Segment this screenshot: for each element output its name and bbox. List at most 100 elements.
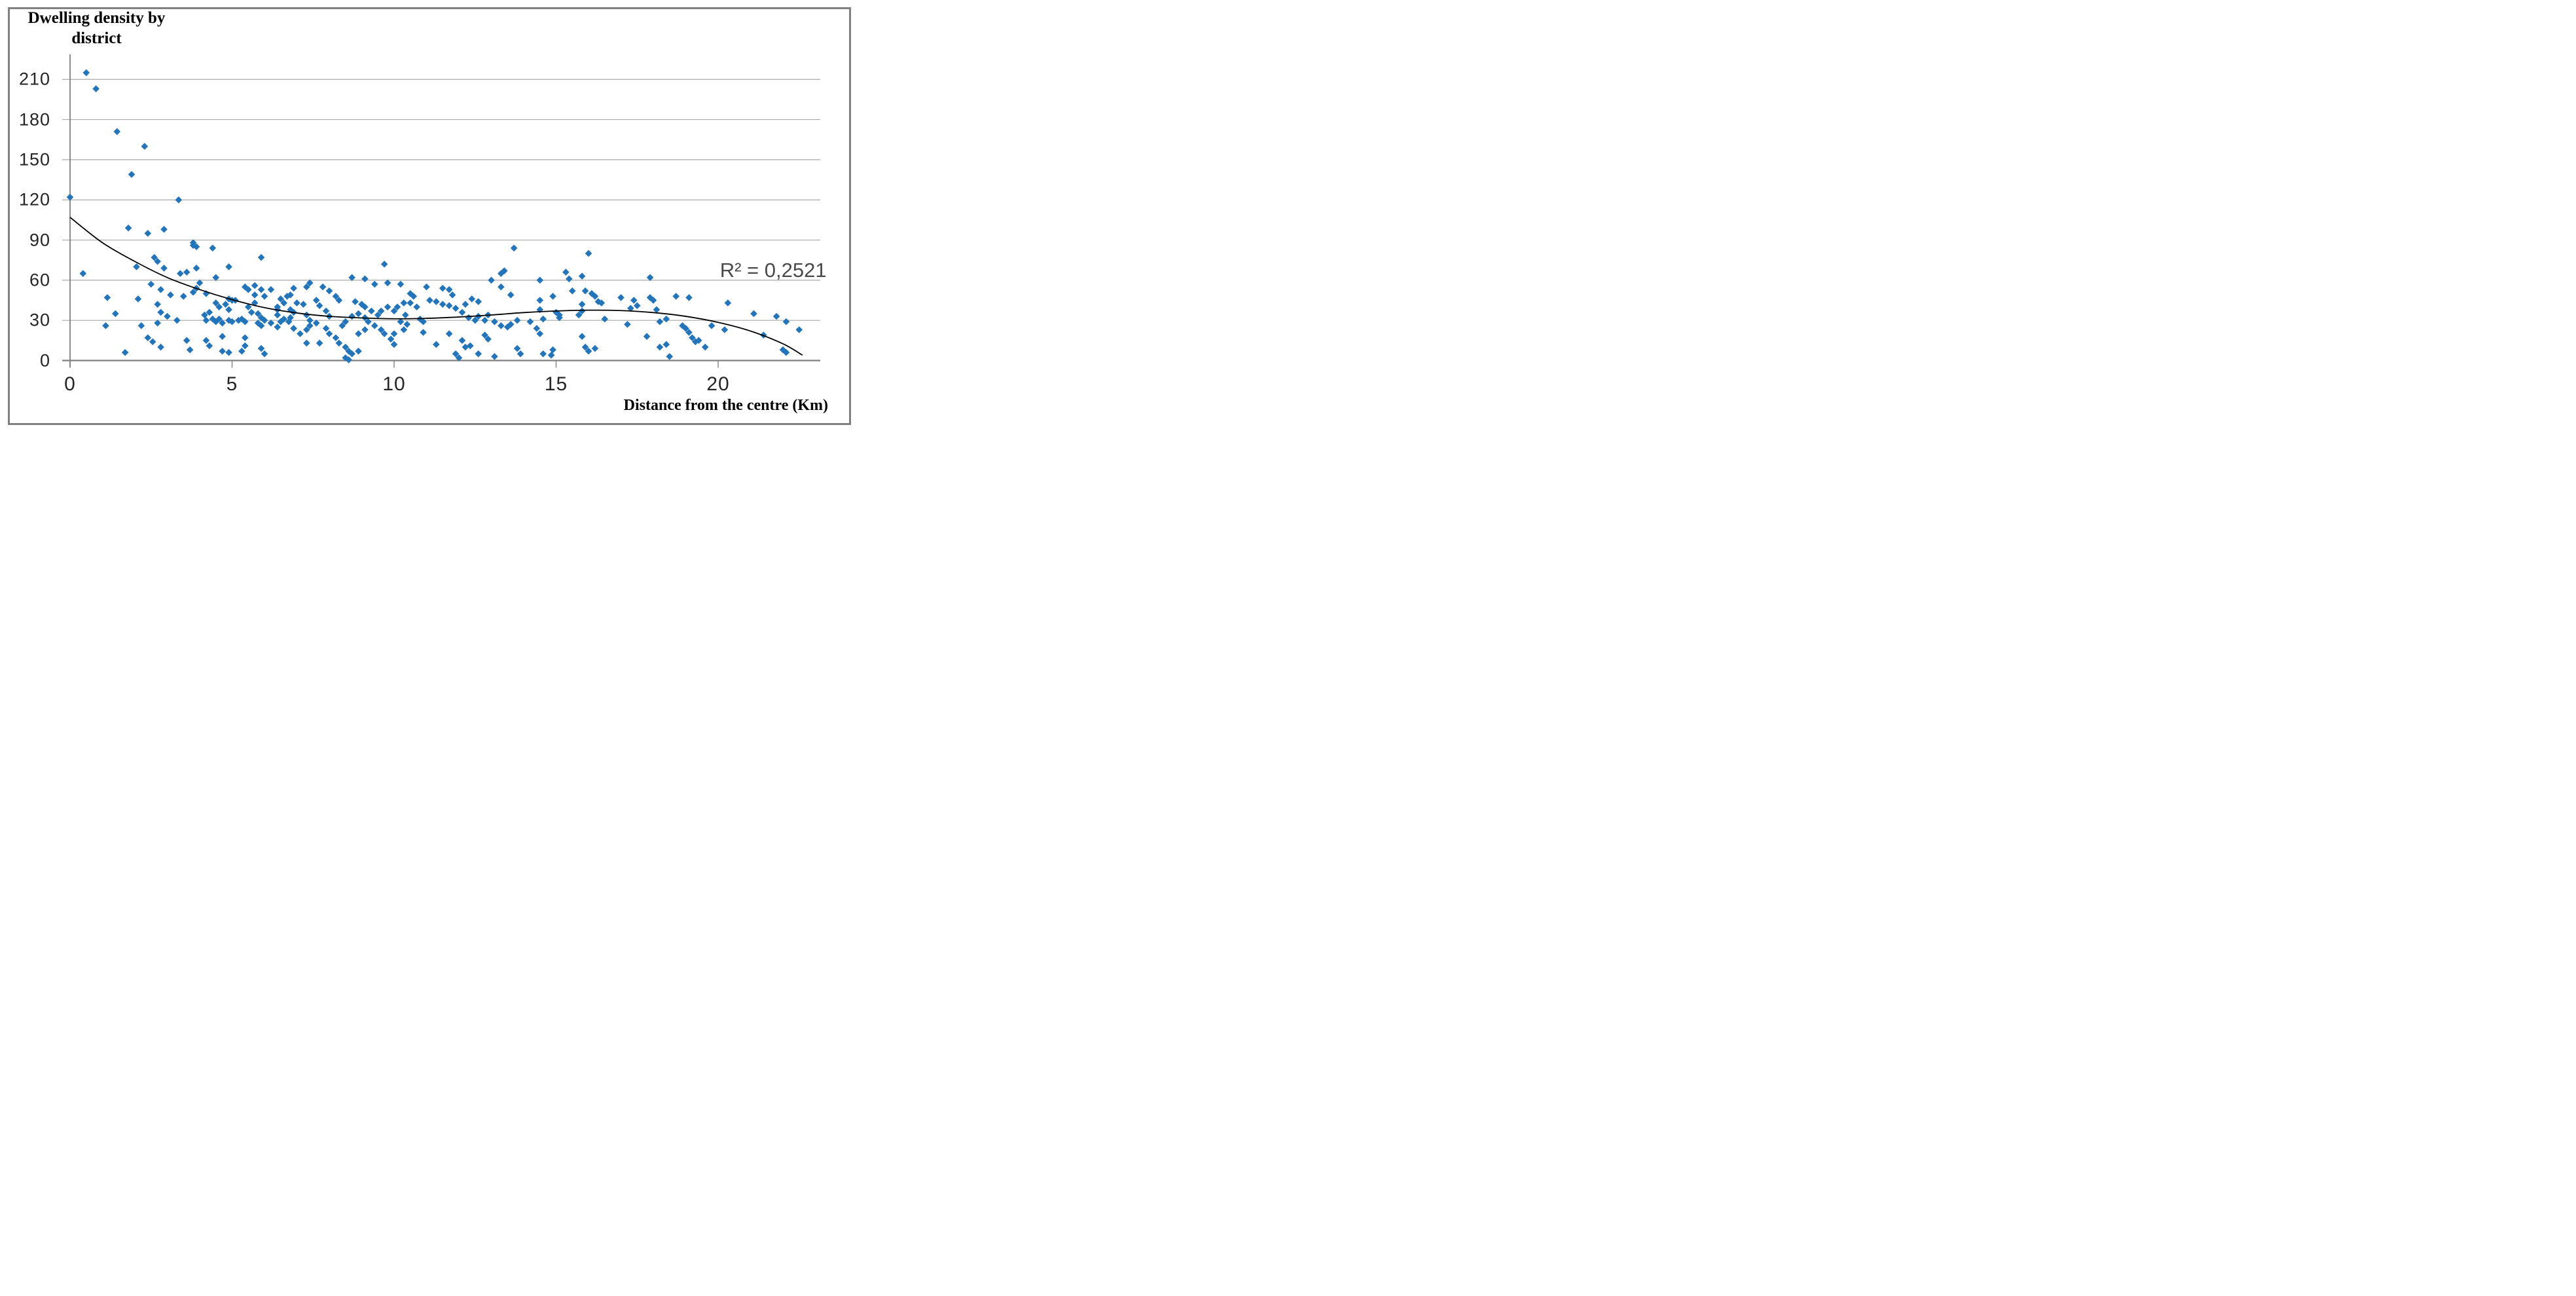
scatter-point (242, 342, 249, 350)
scatter-point (445, 302, 453, 309)
scatter-point (325, 287, 333, 295)
scatter-point (491, 353, 498, 360)
scatter-point (666, 353, 674, 360)
scatter-point (633, 302, 641, 309)
scatter-point (196, 279, 204, 287)
scatter-point (384, 303, 391, 311)
scatter-point (539, 315, 547, 323)
scatter-point (133, 263, 140, 270)
scatter-point (445, 286, 453, 293)
scatter-point (624, 321, 631, 328)
scatter-point (82, 69, 90, 77)
scatter-point (750, 310, 757, 318)
scatter-point (452, 305, 460, 312)
scatter-point (66, 193, 74, 201)
scatter-point (202, 290, 210, 297)
scatter-point (410, 293, 417, 300)
scatter-point (772, 312, 780, 320)
scatter-point (219, 333, 226, 341)
scatter-point (112, 310, 119, 318)
scatter-point (149, 338, 156, 346)
scatter-point (175, 196, 183, 204)
scatter-point (244, 286, 252, 293)
scatter-point (682, 325, 689, 332)
scatter-point (257, 286, 265, 293)
scatter-point (157, 343, 164, 351)
scatter-point (488, 276, 495, 284)
scatter-point (549, 293, 556, 300)
scatter-point (433, 341, 440, 348)
scatter-point (290, 325, 297, 332)
scatter-point (420, 329, 427, 336)
scatter-point (342, 343, 350, 351)
x-tick-label: 10 (382, 373, 406, 395)
scatter-point (481, 316, 488, 324)
scatter-point (257, 314, 265, 322)
scatter-point (274, 303, 281, 311)
scatter-point (795, 326, 803, 333)
scatter-point (147, 280, 155, 288)
scatter-point (113, 128, 121, 136)
scatter-point (345, 356, 352, 363)
scatter-point (423, 283, 430, 291)
scatter-point (192, 265, 200, 272)
r-squared-label: R² = 0,2521 (719, 258, 827, 282)
scatter-point (458, 308, 466, 316)
scatter-point (316, 302, 323, 309)
scatter-point (154, 319, 161, 327)
scatter-point (325, 330, 333, 337)
scatter-point (267, 286, 275, 293)
scatter-point (782, 318, 790, 325)
scatter-point (274, 311, 281, 319)
scatter-point (368, 307, 375, 315)
scatter-point (183, 337, 190, 344)
scatter-point (501, 267, 508, 274)
scatter-point (536, 276, 544, 284)
scatter-point (164, 312, 171, 320)
scatter-point (701, 343, 709, 351)
scatter-point (536, 330, 544, 337)
scatter-point (183, 268, 190, 276)
scatter-point (358, 301, 365, 308)
scatter-point (322, 325, 330, 332)
scatter-point (452, 350, 460, 358)
scatter-point (173, 316, 181, 324)
scatter-point (300, 301, 307, 308)
scatter-point (124, 224, 132, 232)
scatter-point (154, 301, 161, 308)
scatter-point (662, 315, 670, 323)
scatter-point (225, 263, 232, 270)
scatter-point (695, 337, 702, 344)
scatter-point (656, 343, 664, 351)
scatter-point (591, 344, 599, 352)
y-tick-label: 0 (39, 350, 50, 370)
scatter-point (390, 330, 398, 337)
scatter-point (536, 306, 544, 314)
y-tick-label: 180 (18, 109, 50, 130)
scatter-point (79, 270, 87, 277)
scatter-point (484, 335, 492, 343)
scatter-point (448, 291, 456, 299)
scatter-point (219, 347, 226, 355)
scatter-point (627, 305, 634, 312)
scatter-point (225, 306, 232, 314)
scatter-point (433, 298, 440, 305)
scatter-point (566, 275, 573, 283)
scatter-point (316, 339, 323, 347)
plot-area (62, 54, 820, 368)
scatter-point (513, 344, 521, 352)
chart-border-frame (8, 7, 851, 425)
scatter-point (322, 307, 330, 315)
scatter-point (498, 283, 505, 291)
scatter-point (238, 347, 245, 355)
scatter-point (189, 288, 197, 296)
scatter-point (380, 261, 388, 268)
scatter-point (287, 314, 294, 322)
scatter-point (251, 282, 259, 289)
y-tick-label: 30 (29, 310, 50, 330)
scatter-point (426, 297, 433, 304)
scatter-point (413, 303, 420, 311)
scatter-point (134, 295, 142, 303)
scatter-point (137, 322, 145, 329)
scatter-point (420, 318, 427, 325)
